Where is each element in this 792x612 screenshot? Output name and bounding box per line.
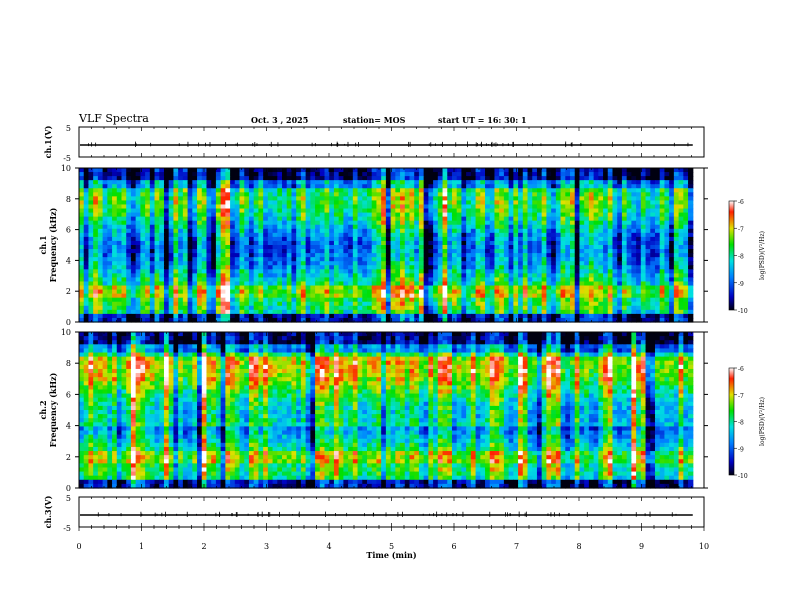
xtick-label: 7	[514, 542, 519, 551]
ytick-label: 5	[66, 124, 71, 133]
ch2-spectrogram	[75, 331, 737, 489]
ytick-label: 8	[66, 195, 71, 204]
xtick-label: 10	[699, 542, 709, 551]
ytick-label: -5	[63, 524, 71, 533]
colorbar-tick-label: -6	[738, 366, 744, 373]
xtick-label: 0	[76, 542, 81, 551]
ytick-label: 8	[66, 359, 71, 368]
colorbar-label: log(PSD)(V²/Hz)	[759, 231, 766, 280]
xlabel: Time (min)	[366, 550, 416, 560]
xtick-label: 2	[201, 542, 206, 551]
date-label: Oct. 3 , 2025	[251, 115, 309, 125]
panel-frame	[78, 496, 705, 528]
ytick-label: 10	[61, 164, 71, 173]
colorbar-tick-label: -6	[738, 199, 744, 206]
colorbar-tick-label: -8	[738, 254, 744, 261]
xtick-label: 8	[576, 542, 581, 551]
colorbar-tick-label: -7	[738, 226, 744, 233]
colorbar-tick-label: -8	[738, 420, 744, 427]
ytick-label: 2	[66, 453, 71, 462]
ytick-label: 6	[66, 226, 71, 235]
ytick-label: 4	[66, 422, 71, 431]
ytick-label: 0	[66, 318, 71, 327]
ch1-voltage	[78, 126, 705, 158]
ch1-spectrogram	[75, 167, 737, 323]
colorbar	[728, 200, 735, 311]
ytick-label: 5	[66, 494, 71, 503]
ytick-label: 6	[66, 390, 71, 399]
figure-title: VLF Spectra	[79, 112, 149, 125]
xtick-label: 5	[389, 542, 394, 551]
colorbar-label: log(PSD)(V²/Hz)	[759, 397, 766, 446]
ytick-label: 0	[66, 484, 71, 493]
ylabel-channel: ch.2	[38, 400, 48, 419]
xtick-label: 6	[451, 542, 456, 551]
ytick-label: 4	[66, 256, 71, 265]
start-time-label: start UT = 16: 30: 1	[438, 115, 527, 125]
ylabel: Frequency (kHz)	[48, 372, 58, 447]
ytick-label: 2	[66, 287, 71, 296]
ylabel: Frequency (kHz)	[48, 207, 58, 282]
ch3-voltage	[78, 496, 705, 528]
xtick-label: 4	[326, 542, 331, 551]
spectrogram-image	[79, 332, 694, 489]
xtick-label: 3	[264, 542, 269, 551]
ylabel: ch.3(V)	[43, 495, 53, 528]
colorbar-tick-label: -9	[738, 281, 744, 288]
colorbar-tick-label: -9	[738, 446, 744, 453]
station-label: station= MOS	[343, 115, 406, 125]
colorbar-tick-label: -10	[738, 308, 748, 315]
xtick-label: 9	[639, 542, 644, 551]
ylabel: ch.1(V)	[43, 125, 53, 158]
colorbar-tick-label: -7	[738, 393, 744, 400]
colorbar-tick-label: -10	[738, 473, 748, 480]
ytick-label: -5	[63, 154, 71, 163]
panel-frame	[78, 126, 705, 158]
ylabel-channel: ch.1	[38, 235, 48, 254]
ytick-label: 10	[61, 328, 71, 337]
colorbar	[728, 367, 735, 476]
xtick-label: 1	[139, 542, 144, 551]
spectrogram-image	[79, 168, 694, 323]
